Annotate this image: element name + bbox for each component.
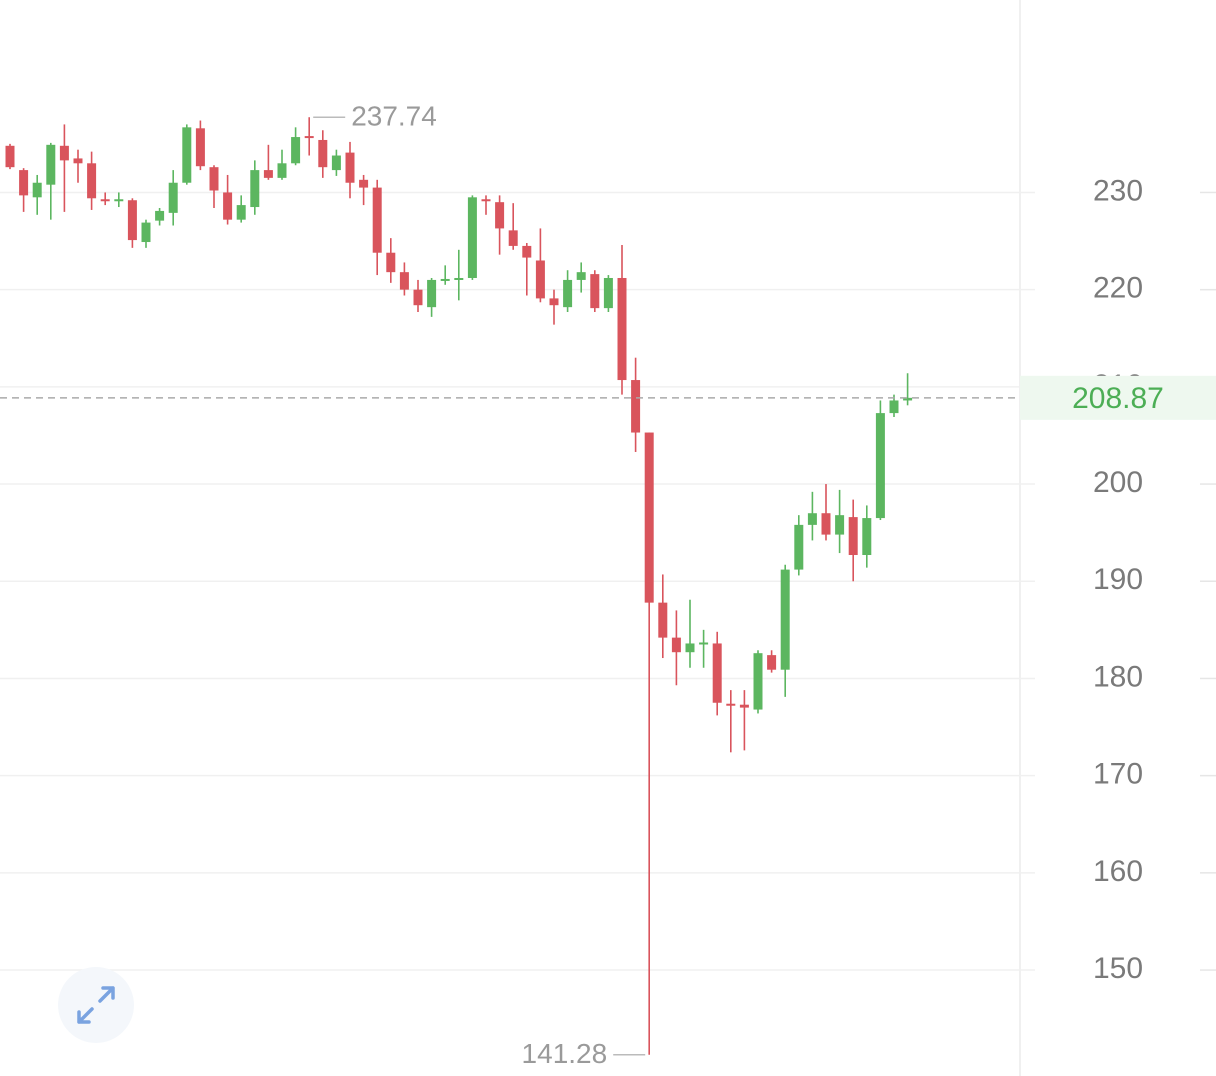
y-tick-label: 200 (1093, 466, 1143, 499)
candle-body (726, 703, 736, 706)
candle-body (508, 230, 518, 246)
candle-body (739, 704, 749, 708)
candle-body (889, 400, 899, 414)
candle-body (372, 187, 382, 253)
candle-body (576, 272, 586, 280)
candle-body (481, 199, 491, 202)
candle-body (780, 569, 790, 670)
candle-body (440, 278, 450, 281)
candle-body (807, 513, 817, 525)
candle-body (263, 170, 273, 178)
y-tick-label: 180 (1093, 660, 1143, 693)
candle-body (277, 163, 287, 178)
candle-body (821, 513, 831, 535)
candle-body (671, 637, 681, 653)
candle-body (631, 380, 641, 433)
candle-body (495, 202, 505, 229)
y-tick-label: 170 (1093, 758, 1143, 791)
candle-body (617, 277, 627, 381)
candle-body (712, 643, 722, 703)
candle-body (603, 277, 613, 309)
candle-body (848, 517, 858, 556)
candle-body (304, 136, 314, 139)
candle-body (250, 170, 260, 208)
candle-body (209, 167, 219, 191)
candle-body (87, 163, 97, 199)
candle-body (32, 182, 42, 198)
candle-body (127, 200, 137, 241)
candle-body (168, 182, 178, 213)
candle-body (291, 137, 301, 164)
low-marker-label: 141.28 (522, 1038, 608, 1069)
candle-body (5, 145, 15, 168)
candle-body (875, 413, 885, 519)
y-tick-label: 160 (1093, 855, 1143, 888)
candle-body (59, 145, 69, 161)
plot-area (5, 117, 913, 1055)
y-tick-label: 190 (1093, 563, 1143, 596)
candle-body (236, 205, 246, 220)
high-marker-label: 237.74 (351, 101, 437, 132)
candle-body (182, 127, 192, 183)
candle-body (331, 155, 341, 171)
y-tick-label: 230 (1093, 174, 1143, 207)
candle-body (399, 272, 409, 290)
candle-body (318, 139, 328, 168)
candle-body (590, 274, 600, 309)
overlay: 237.74 141.28 208.87 (0, 101, 1216, 1069)
candle-body (386, 252, 396, 273)
candle-body (549, 298, 559, 306)
candle-body (535, 260, 545, 299)
candle-body (427, 279, 437, 308)
candle-body (753, 653, 763, 710)
grid: 150160170180190200210220230 (0, 174, 1216, 985)
y-tick-label: 150 (1093, 952, 1143, 985)
candle-body (46, 144, 56, 185)
candle-body (835, 515, 845, 535)
candle-body (195, 128, 205, 167)
candle-body (658, 602, 668, 638)
expand-icon (77, 986, 115, 1024)
y-tick-label: 220 (1093, 272, 1143, 305)
candle-body (114, 199, 124, 202)
candle-body (345, 152, 355, 183)
candle-body (563, 279, 573, 308)
candle-body (359, 179, 369, 188)
last-price-box (1020, 375, 1216, 420)
candle-body (19, 170, 29, 196)
candle-body (73, 158, 83, 164)
expand-button[interactable] (58, 967, 134, 1043)
candle-body (767, 655, 777, 670)
candle-body (223, 192, 233, 220)
expand-button-bg[interactable] (58, 967, 134, 1043)
candle-body (644, 432, 654, 603)
candle-body (413, 289, 423, 306)
candle-body (141, 222, 151, 243)
candle-body (685, 643, 695, 653)
candle-body (467, 197, 477, 278)
candle-body (100, 199, 110, 202)
candle-body (794, 524, 804, 570)
candle-body (454, 277, 464, 280)
candle-body (862, 518, 872, 556)
candle-body (903, 397, 913, 401)
candle-body (155, 210, 165, 221)
candle-body (699, 642, 709, 645)
candle-body (522, 245, 532, 258)
last-price-label: 208.87 (1072, 382, 1164, 415)
